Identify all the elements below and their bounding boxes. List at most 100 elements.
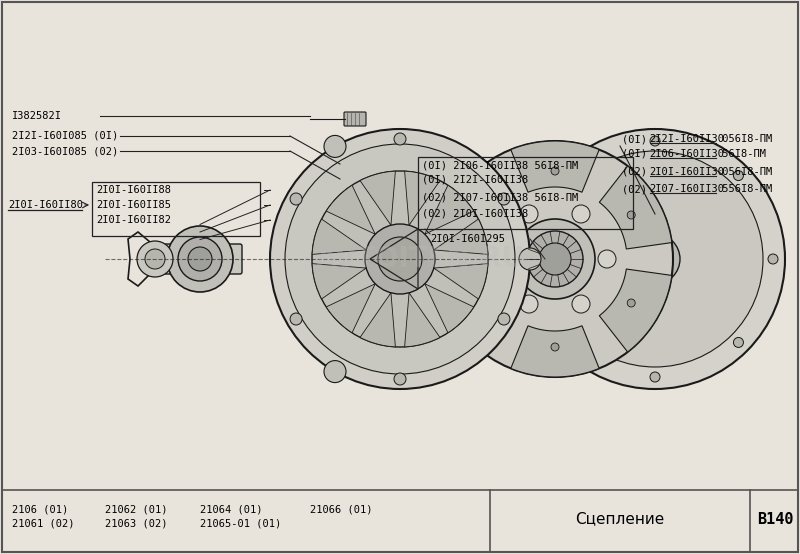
Circle shape [539,243,571,275]
Circle shape [145,249,165,269]
Circle shape [394,133,406,145]
Circle shape [520,205,538,223]
Circle shape [188,247,212,271]
Text: 2I0I-I60II82: 2I0I-I60II82 [96,215,171,225]
Circle shape [598,250,616,268]
Circle shape [547,151,763,367]
Circle shape [768,254,778,264]
Polygon shape [405,171,440,225]
Polygon shape [360,293,395,347]
Circle shape [365,224,435,294]
Text: 2I0I-I60II30: 2I0I-I60II30 [650,167,725,177]
Circle shape [270,129,530,389]
Circle shape [650,372,660,382]
Circle shape [312,171,488,347]
Text: 2I0I-I60II88: 2I0I-I60II88 [96,185,171,195]
Circle shape [627,211,635,219]
Text: 556I8-ПМ: 556I8-ПМ [715,184,772,194]
Circle shape [551,167,559,175]
Polygon shape [434,264,488,299]
Text: B140: B140 [757,511,794,526]
Text: 56I8-ПМ: 56I8-ПМ [715,149,766,159]
Text: 2I0I-I60II80: 2I0I-I60II80 [8,200,83,210]
Polygon shape [510,326,599,377]
Circle shape [627,299,635,307]
Text: 21063 (02): 21063 (02) [105,518,167,528]
Text: (02): (02) [622,167,654,177]
Polygon shape [326,185,375,234]
Text: 21061 (02): 21061 (02) [12,518,74,528]
Polygon shape [438,166,510,249]
Polygon shape [405,293,440,347]
Text: (02): (02) [622,184,654,194]
Circle shape [566,171,577,181]
Circle shape [527,231,583,287]
Text: (02) 2I0I-I60II38: (02) 2I0I-I60II38 [422,208,528,218]
Circle shape [520,295,538,313]
Circle shape [394,373,406,385]
Text: I382582I: I382582I [12,111,62,121]
Circle shape [474,299,482,307]
Circle shape [178,237,222,281]
Circle shape [498,313,510,325]
Text: AVTOITEN.RU: AVTOITEN.RU [315,245,525,273]
Circle shape [498,193,510,205]
Text: 2I0I-I60I295: 2I0I-I60I295 [430,234,505,244]
Polygon shape [599,269,672,352]
Text: (02) 2I07-I60II38 56I8-ПМ: (02) 2I07-I60II38 56I8-ПМ [422,192,578,202]
Circle shape [167,226,233,292]
Circle shape [734,337,743,347]
Circle shape [650,136,660,146]
Text: 056I8-ПМ: 056I8-ПМ [715,134,772,144]
Text: 2I07-I60II30: 2I07-I60II30 [650,184,725,194]
Text: 21062 (01): 21062 (01) [105,504,167,514]
Polygon shape [438,269,510,352]
Text: 2I2I-I60II30: 2I2I-I60II30 [650,134,725,144]
Text: (0I): (0I) [622,134,654,144]
Circle shape [378,237,422,281]
Circle shape [474,211,482,219]
Text: (0I) 2I2I-I60II38: (0I) 2I2I-I60II38 [422,175,528,185]
Text: 2I2I-I60I085 (0I): 2I2I-I60I085 (0I) [12,131,118,141]
Text: 21065-01 (01): 21065-01 (01) [200,518,282,528]
Circle shape [285,144,515,374]
Polygon shape [360,171,395,225]
Polygon shape [425,185,474,234]
Circle shape [290,313,302,325]
Circle shape [519,248,541,270]
Circle shape [494,250,512,268]
Text: 2I03-I60I085 (02): 2I03-I60I085 (02) [12,146,118,156]
Circle shape [437,141,673,377]
Text: 21066 (01): 21066 (01) [310,504,373,514]
FancyBboxPatch shape [344,112,366,126]
Circle shape [532,254,542,264]
Polygon shape [434,219,488,254]
Circle shape [324,361,346,383]
Polygon shape [326,284,375,333]
Text: 056I8-ПМ: 056I8-ПМ [715,167,772,177]
Polygon shape [312,264,366,299]
Circle shape [290,193,302,205]
Circle shape [572,295,590,313]
Circle shape [572,205,590,223]
Text: 2I0I-I60II85: 2I0I-I60II85 [96,200,171,210]
Polygon shape [510,141,599,192]
Polygon shape [599,166,672,249]
Text: 2106 (01): 2106 (01) [12,504,68,514]
Circle shape [525,129,785,389]
Circle shape [734,171,743,181]
Text: Сцепление: Сцепление [575,511,665,526]
Circle shape [515,219,595,299]
Polygon shape [425,284,474,333]
Text: 21064 (01): 21064 (01) [200,504,262,514]
Circle shape [642,246,668,272]
Circle shape [551,343,559,351]
Circle shape [566,337,577,347]
Circle shape [137,241,173,277]
Text: (0I) 2I06-I60II38 56I8-ПМ: (0I) 2I06-I60II38 56I8-ПМ [422,160,578,170]
Text: 2I06-I60II30: 2I06-I60II30 [650,149,725,159]
Polygon shape [312,219,366,254]
Text: (0I): (0I) [622,149,654,159]
Circle shape [324,135,346,157]
FancyBboxPatch shape [153,244,242,274]
